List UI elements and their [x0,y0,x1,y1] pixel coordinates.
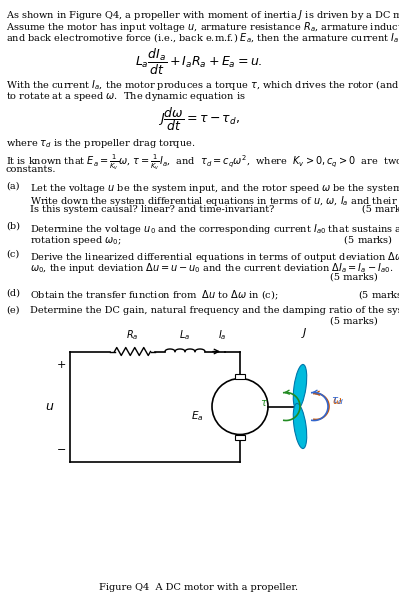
Text: $R_a$: $R_a$ [126,328,139,342]
Text: $J$: $J$ [300,326,307,340]
Text: $E_a$: $E_a$ [192,409,204,423]
Text: (e): (e) [6,306,20,315]
Text: Is this system causal? linear? and time-invariant?                            (5: Is this system causal? linear? and time-… [30,205,399,214]
Text: $\omega_0$, the input deviation $\Delta u = u - u_0$ and the current deviation $: $\omega_0$, the input deviation $\Delta … [30,261,393,275]
Text: Let the voltage $u$ be the system input, and the rotor speed $\omega$ be the sys: Let the voltage $u$ be the system input,… [30,182,399,195]
Text: +: + [57,359,66,370]
Text: $\tau_d$: $\tau_d$ [331,396,344,407]
Text: $L_a \dfrac{dI_a}{dt} + I_a R_a + E_a = u.$: $L_a \dfrac{dI_a}{dt} + I_a R_a + E_a = … [135,46,263,76]
Text: As shown in Figure Q4, a propeller with moment of inertia $J$ is driven by a DC : As shown in Figure Q4, a propeller with … [6,8,399,22]
Text: Determine the DC gain, natural frequency and the damping ratio of the system in : Determine the DC gain, natural frequency… [30,306,399,315]
Text: $L_a$: $L_a$ [180,328,191,342]
Text: Obtain the transfer function from  $\Delta u$ to $\Delta\omega$ in (c);         : Obtain the transfer function from $\Delt… [30,289,399,302]
Ellipse shape [293,364,307,409]
Text: (c): (c) [6,249,19,259]
Text: Determine the voltage $u_0$ and the corresponding current $I_{a0}$ that sustains: Determine the voltage $u_0$ and the corr… [30,221,399,235]
Text: and back electromotive force (i.e., back e.m.f.) $E_a$, then the armature curren: and back electromotive force (i.e., back… [6,31,399,45]
Text: Write down the system differential equations in terms of $u$, $\omega$, $I_a$ an: Write down the system differential equat… [30,193,399,207]
Text: rotation speed $\omega_0$;                                                      : rotation speed $\omega_0$; [30,233,393,247]
Text: $\omega$: $\omega$ [332,396,342,406]
Ellipse shape [293,403,307,448]
Text: (5 marks): (5 marks) [30,273,378,281]
Text: Figure Q4  A DC motor with a propeller.: Figure Q4 A DC motor with a propeller. [99,583,298,592]
Text: where $\tau_d$ is the propeller drag torque.: where $\tau_d$ is the propeller drag tor… [6,137,196,149]
Bar [235,434,245,439]
Text: $\tau$: $\tau$ [260,398,268,409]
Text: constants.: constants. [6,165,57,173]
Text: $-$: $-$ [56,443,66,453]
Text: Derive the linearized differential equations in terms of output deviation $\Delt: Derive the linearized differential equat… [30,249,399,264]
Text: (b): (b) [6,221,20,231]
Text: It is known that $E_a = \frac{1}{K_v}\omega$, $\tau = \frac{1}{K_v} I_a$,  and  : It is known that $E_a = \frac{1}{K_v}\om… [6,153,399,173]
Text: (5 marks): (5 marks) [30,317,378,326]
Text: (a): (a) [6,182,20,191]
Text: $J \dfrac{d\omega}{dt} = \tau - \tau_d,$: $J \dfrac{d\omega}{dt} = \tau - \tau_d,$ [158,106,240,134]
Text: $I_a$: $I_a$ [218,328,227,342]
Text: to rotate at a speed $\omega$.  The dynamic equation is: to rotate at a speed $\omega$. The dynam… [6,90,246,103]
Text: $u$: $u$ [45,400,55,413]
Text: Assume the motor has input voltage $u$, armature resistance $R_a$, armature indu: Assume the motor has input voltage $u$, … [6,20,399,34]
Text: With the current $I_a$, the motor produces a torque $\tau$, which drives the rot: With the current $I_a$, the motor produc… [6,79,399,93]
Text: (d): (d) [6,289,20,298]
Bar [235,373,245,378]
